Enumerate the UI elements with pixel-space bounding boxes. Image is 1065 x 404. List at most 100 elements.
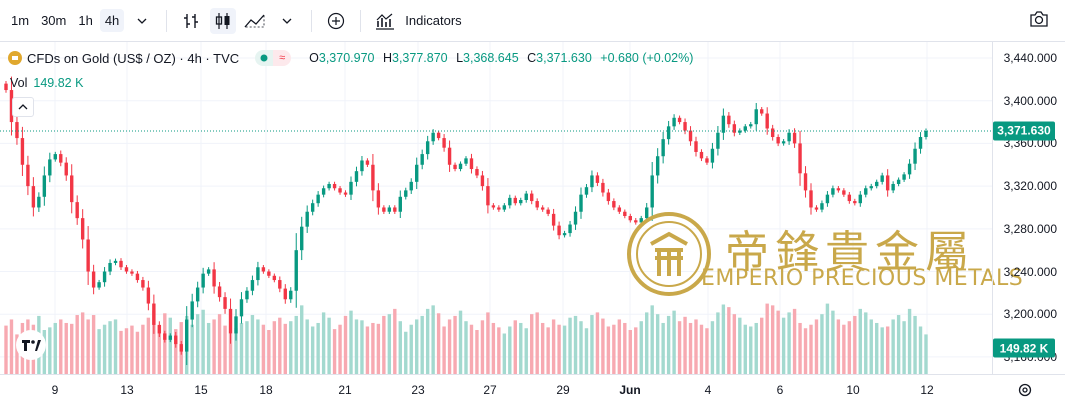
candle-body xyxy=(80,218,85,240)
volume-bar xyxy=(376,323,381,374)
high-value: 3,377.870 xyxy=(392,51,448,65)
watermark-logo: 帝鋒貴金屬 EMPERIO PRECIOUS METALS xyxy=(625,210,1023,300)
price-axis[interactable]: 3,440.000 3,400.000 3,360.000 3,320.000 … xyxy=(992,42,1065,374)
candle-body xyxy=(393,207,397,212)
candle-body xyxy=(475,169,479,176)
volume-bar xyxy=(223,325,227,374)
collapse-legend-button[interactable] xyxy=(12,97,34,117)
candle-body xyxy=(42,175,47,197)
volume-bar xyxy=(294,315,298,374)
y-tick-label: 3,320.000 xyxy=(1003,179,1057,194)
volume-bar xyxy=(606,326,611,374)
indicators-icon[interactable] xyxy=(372,8,398,34)
candle-body xyxy=(573,211,578,225)
volume-bar xyxy=(234,328,238,374)
tradingview-logo-icon[interactable] xyxy=(16,330,46,365)
toolbar-divider xyxy=(166,9,168,32)
candle-body xyxy=(404,190,408,197)
candle-body xyxy=(436,132,441,139)
candle-body xyxy=(716,132,720,149)
candle-body xyxy=(349,181,353,195)
volume-bar xyxy=(398,321,402,374)
volume-bar xyxy=(562,325,567,374)
volume-bar xyxy=(108,321,112,374)
candle-body xyxy=(814,207,819,210)
volume-bar xyxy=(420,315,424,374)
volume-bar xyxy=(157,325,162,374)
candle-body xyxy=(486,186,490,206)
volume-bar xyxy=(371,322,375,374)
volume-bar xyxy=(278,317,282,374)
candle-body xyxy=(568,224,572,234)
volume-bar xyxy=(781,317,786,374)
bar-chart-type-icon[interactable] xyxy=(178,8,204,34)
chevron-down-icon[interactable] xyxy=(129,8,155,34)
candle-body xyxy=(765,113,769,129)
timeframe-4h[interactable]: 4h xyxy=(99,9,125,32)
candles-chart-type-icon[interactable] xyxy=(210,7,237,34)
volume-bar xyxy=(814,319,819,374)
market-status-badge[interactable]: ≈ xyxy=(255,50,292,66)
candle-body xyxy=(710,148,715,163)
symbol-title[interactable]: CFDs on Gold (US$ / OZ) · 4h · TVC xyxy=(27,50,240,66)
area-chart-type-icon[interactable] xyxy=(242,8,268,34)
candle-body xyxy=(130,271,134,274)
candle-body xyxy=(743,126,747,131)
candle-body xyxy=(891,183,895,191)
volume-bar xyxy=(688,322,693,374)
settings-icon[interactable] xyxy=(1017,382,1033,403)
camera-icon[interactable] xyxy=(1029,10,1049,33)
volume-bar xyxy=(847,321,852,374)
volume-bar xyxy=(486,312,490,374)
volume-bar xyxy=(749,326,753,374)
price-chart[interactable] xyxy=(0,42,992,374)
watermark-english-text: EMPERIO PRECIOUS METALS xyxy=(701,266,1024,291)
volume-bar xyxy=(836,319,841,374)
candle-body xyxy=(20,138,25,165)
indicators-button[interactable]: Indicators xyxy=(405,13,462,28)
volume-bar xyxy=(776,310,780,374)
candle-body xyxy=(721,115,726,133)
time-axis[interactable]: 9 13 15 18 21 23 27 29 Jun 4 6 10 12 xyxy=(0,374,1065,404)
timeframe-30m[interactable]: 30m xyxy=(41,13,67,28)
volume-bar xyxy=(289,321,293,374)
x-tick-label: 12 xyxy=(920,383,934,397)
candle-body xyxy=(453,164,457,170)
candle-body xyxy=(623,211,627,217)
candle-body xyxy=(809,190,813,208)
timeframe-1m[interactable]: 1m xyxy=(11,13,30,28)
candle-body xyxy=(820,203,824,210)
x-tick-label: 9 xyxy=(51,383,59,397)
y-tick-label: 3,440.000 xyxy=(1003,51,1057,65)
volume-bar xyxy=(365,326,370,374)
timeframe-1h[interactable]: 1h xyxy=(78,13,93,28)
volume-bar xyxy=(360,320,364,374)
candle-body xyxy=(447,147,452,165)
add-compare-icon[interactable] xyxy=(323,8,349,34)
volume-label: Vol xyxy=(10,76,28,90)
candle-body xyxy=(513,197,517,204)
candle-body xyxy=(639,218,643,223)
candle-body xyxy=(727,115,731,125)
candle-body xyxy=(798,143,802,174)
volume-bar xyxy=(75,315,79,374)
y-tick-label: 3,200.000 xyxy=(1003,307,1057,322)
volume-bar xyxy=(738,317,742,374)
candle-body xyxy=(562,233,567,236)
volume-bar xyxy=(497,327,501,374)
volume-bar xyxy=(464,321,468,374)
candle-body xyxy=(853,201,857,204)
volume-bar xyxy=(469,324,474,374)
chevron-down-icon[interactable] xyxy=(274,8,300,34)
volume-bar xyxy=(699,324,704,374)
candle-body xyxy=(776,137,780,144)
volume-bar xyxy=(502,333,507,374)
candle-body xyxy=(792,132,797,144)
candle-body xyxy=(310,203,315,212)
candle-body xyxy=(53,154,57,160)
candle-body xyxy=(113,260,118,263)
volume-bar xyxy=(612,324,616,374)
volume-bar xyxy=(864,312,868,374)
volume-bar xyxy=(842,324,846,374)
candle-body xyxy=(595,175,600,183)
